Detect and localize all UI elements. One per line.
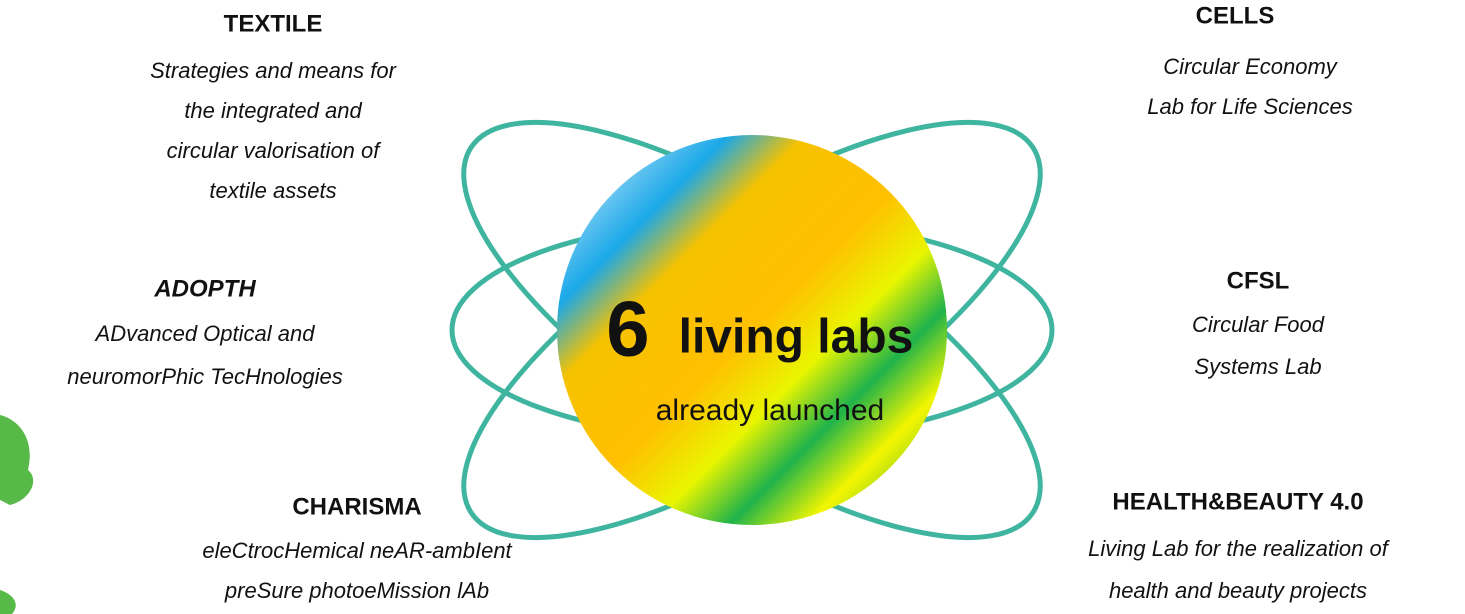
lab-description: health and beauty projects [1109,578,1367,603]
lab-description: Lab for Life Sciences [1147,94,1352,119]
lab-description: textile assets [209,178,336,203]
lab-title: CELLS [1196,2,1275,29]
lab-description: preSure photoeMission lAb [224,578,489,603]
lab-title: CHARISMA [292,493,421,520]
decoration [0,415,33,614]
lab-title: TEXTILE [224,10,323,37]
lab-description: Living Lab for the realization of [1088,536,1391,561]
lab-title: ADOPTH [153,275,256,302]
lab-description: Circular Economy [1163,54,1339,79]
lab-title: HEALTH&BEAUTY 4.0 [1112,488,1363,515]
center-label: living labs [679,311,914,364]
page: {"center": {"number": "6", "label": "liv… [0,0,1465,614]
lab-description: neuromorPhic TecHnologies [67,364,343,389]
lab-description: Strategies and means for [150,58,397,83]
lab-description: circular valorisation of [167,138,383,163]
center-subtitle: already launched [656,394,885,427]
lab-description: ADvanced Optical and [94,321,316,346]
lab-description: Circular Food [1192,312,1325,337]
lab-description: eleCtrocHemical neAR-ambIent [202,538,512,563]
diagram: 6 living labs already launched TEXTILE S… [0,0,1465,614]
lab-title: CFSL [1227,267,1290,294]
center-number: 6 [606,285,649,373]
lab-description: Systems Lab [1194,354,1321,379]
lab-description: the integrated and [184,98,362,123]
